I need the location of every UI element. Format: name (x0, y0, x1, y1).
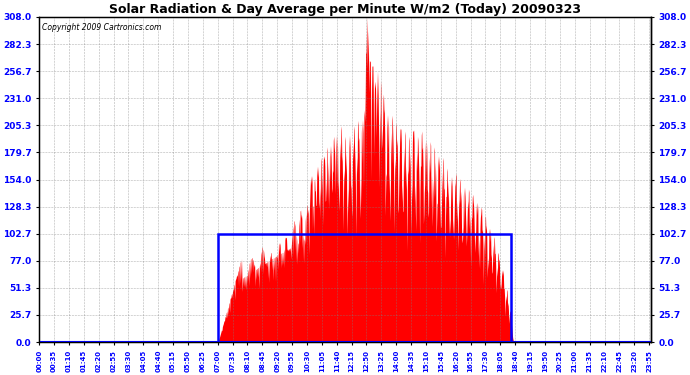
Title: Solar Radiation & Day Average per Minute W/m2 (Today) 20090323: Solar Radiation & Day Average per Minute… (109, 3, 581, 16)
Bar (218, 234, 511, 342)
Text: Copyright 2009 Cartronics.com: Copyright 2009 Cartronics.com (42, 24, 161, 33)
